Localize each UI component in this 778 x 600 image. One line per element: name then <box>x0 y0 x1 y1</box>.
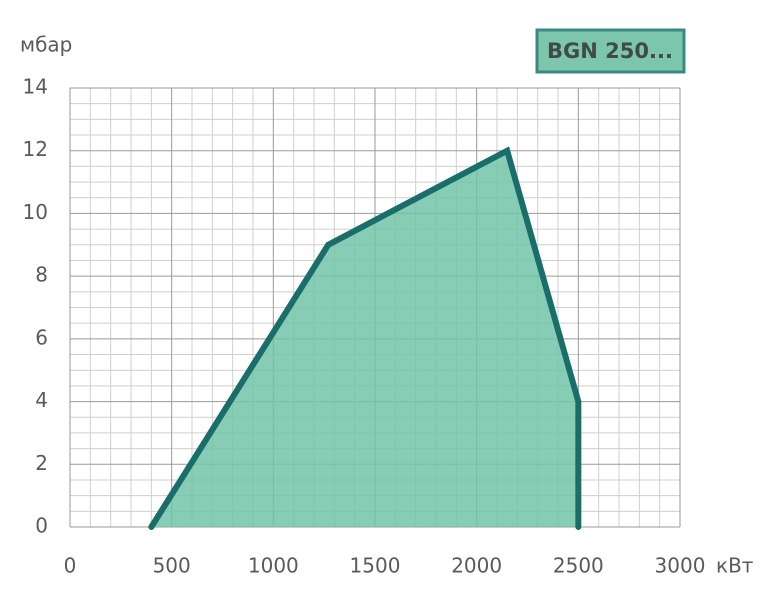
x-tick-label: 500 <box>153 554 191 578</box>
x-tick-label: 0 <box>64 554 77 578</box>
y-tick-label: 10 <box>23 200 48 224</box>
x-axis-label: кВт <box>716 554 754 578</box>
area-fill <box>151 150 579 527</box>
x-tick-label: 1500 <box>350 554 401 578</box>
x-tick-label: 2000 <box>451 554 502 578</box>
chart-title: BGN 250... <box>547 39 673 63</box>
x-tick-label: 1000 <box>248 554 299 578</box>
y-tick-label: 12 <box>23 137 48 161</box>
y-tick-label: 4 <box>35 388 48 412</box>
y-axis-label: мбар <box>20 33 72 57</box>
area-line <box>148 146 582 530</box>
y-tick-label: 2 <box>35 451 48 475</box>
y-tick-label: 8 <box>35 263 48 287</box>
y-tick-label: 14 <box>23 75 48 99</box>
y-tick-label: 6 <box>35 325 48 349</box>
x-tick-label: 2500 <box>553 554 604 578</box>
y-tick-label: 0 <box>35 514 48 538</box>
title-box <box>535 28 686 74</box>
x-tick-label: 3000 <box>655 554 706 578</box>
